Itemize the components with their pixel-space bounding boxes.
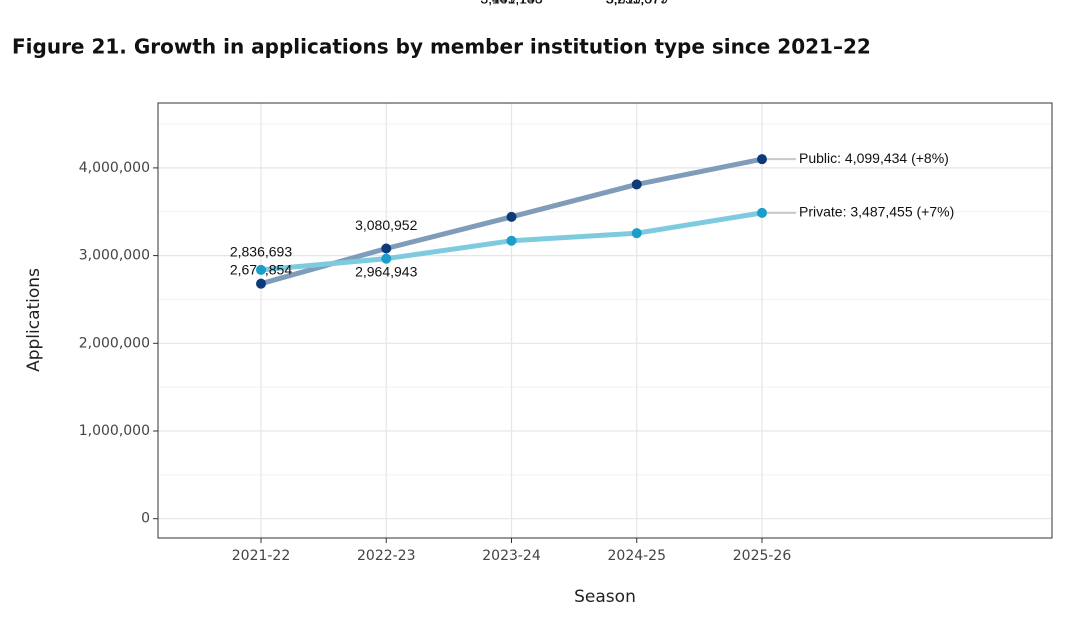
x-axis-label: Season (574, 587, 636, 607)
y-tick-label: 0 (141, 511, 150, 527)
data-point (631, 179, 642, 190)
annotation: Public: 4,099,434 (+8%) (799, 150, 949, 166)
data-point (506, 211, 517, 222)
plot-border (157, 102, 1053, 539)
x-tick-label: 2024-25 (608, 548, 667, 564)
annotation: Private: 3,487,455 (+7%) (799, 204, 954, 220)
data-point (381, 243, 392, 254)
data-label: 2,836,693 (230, 244, 292, 260)
data-point (506, 235, 517, 246)
data-point (256, 278, 266, 289)
data-label: 3,811,677 (606, 0, 667, 7)
data-label: 3,169,149 (480, 0, 542, 7)
data-point (631, 228, 642, 239)
data-label: 3,255,579 (606, 0, 668, 7)
data-point (757, 154, 767, 165)
chart-title: Figure 21. Growth in applications by mem… (12, 35, 871, 59)
y-tick-label: 2,000,000 (79, 335, 150, 351)
data-label: 2,964,943 (355, 263, 417, 279)
plot-background (158, 103, 1052, 538)
x-tick-label: 2023-24 (482, 548, 541, 564)
x-tick-label: 2021-22 (232, 548, 291, 564)
y-tick-label: 3,000,000 (79, 248, 150, 264)
data-point (381, 253, 392, 264)
data-point (757, 207, 767, 218)
data-point (256, 264, 266, 275)
y-tick-label: 4,000,000 (79, 160, 150, 176)
data-label: 3,441,758 (480, 0, 542, 7)
x-tick-label: 2022-23 (357, 548, 416, 564)
y-axis-label: Applications (24, 268, 44, 372)
data-label: 3,080,952 (355, 217, 417, 233)
x-tick-label: 2025-26 (733, 548, 792, 564)
y-tick-label: 1,000,000 (79, 423, 150, 439)
